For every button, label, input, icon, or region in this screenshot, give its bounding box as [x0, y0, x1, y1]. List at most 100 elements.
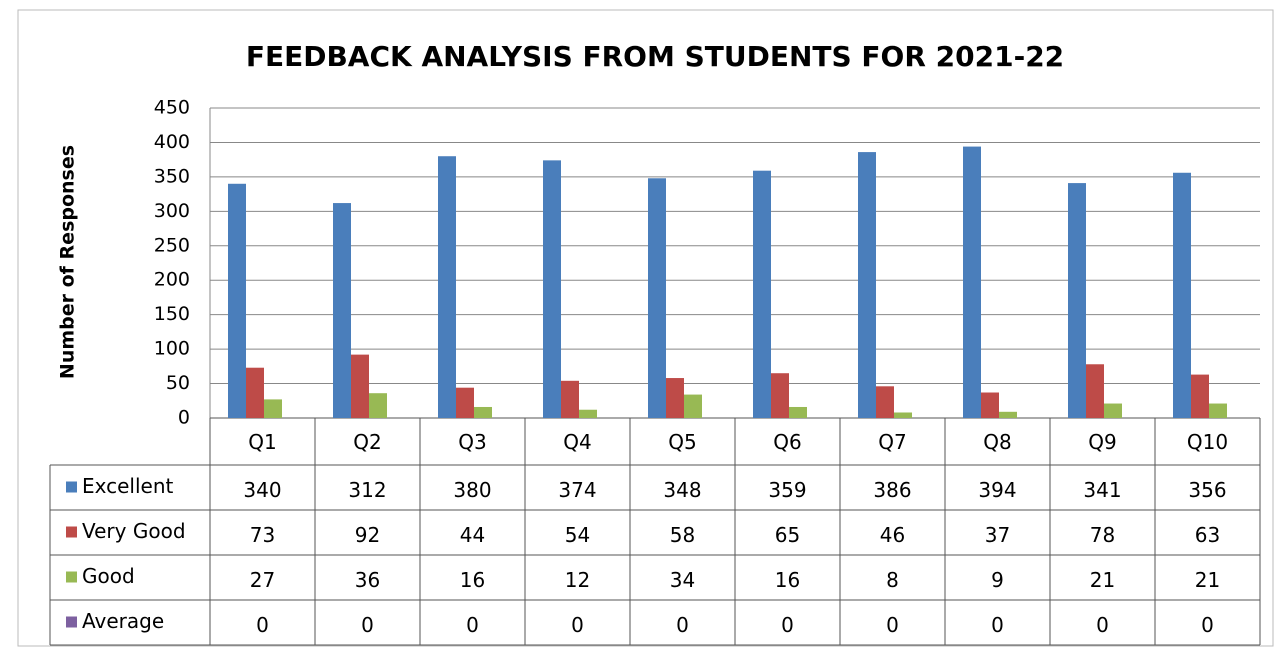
table-value: 16 [775, 568, 800, 592]
y-tick-label: 350 [154, 165, 190, 187]
bar [981, 392, 999, 418]
y-tick-label: 150 [154, 303, 190, 325]
table-value: 63 [1195, 523, 1220, 547]
table-value: 0 [1096, 613, 1109, 637]
table-value: 0 [886, 613, 899, 637]
table-value: 0 [256, 613, 269, 637]
table-value: 16 [460, 568, 485, 592]
bar [789, 406, 807, 418]
bar [369, 393, 387, 418]
legend-swatch [66, 481, 77, 493]
legend-label: Average [82, 609, 164, 633]
bar [543, 160, 561, 418]
y-axis-label: Number of Responses [57, 145, 79, 379]
x-tick-label: Q6 [773, 430, 801, 454]
x-tick-label: Q2 [353, 430, 381, 454]
x-tick-label: Q5 [668, 430, 696, 454]
x-tick-label: Q10 [1187, 430, 1228, 454]
table-value: 312 [348, 478, 386, 502]
bar [666, 378, 684, 418]
table-value: 359 [768, 478, 806, 502]
bar [228, 183, 246, 418]
bar [474, 406, 492, 418]
bar [648, 178, 666, 418]
table-value: 92 [355, 523, 380, 547]
bar [579, 409, 597, 418]
bar [753, 170, 771, 418]
table-value: 8 [886, 568, 899, 592]
bar [1086, 364, 1104, 418]
table-value: 374 [558, 478, 596, 502]
table-value: 36 [355, 568, 380, 592]
table-value: 78 [1090, 523, 1115, 547]
chart-border [17, 9, 1274, 647]
bar [858, 152, 876, 419]
table-value: 54 [565, 523, 590, 547]
legend-label: Excellent [82, 474, 174, 498]
table-value: 356 [1188, 478, 1226, 502]
table-value: 12 [565, 568, 590, 592]
table-value: 0 [1201, 613, 1214, 637]
bar [876, 386, 894, 418]
table-value: 380 [453, 478, 491, 502]
table-value: 21 [1090, 568, 1115, 592]
bar [438, 156, 456, 418]
x-tick-label: Q1 [248, 430, 276, 454]
table-value: 340 [243, 478, 281, 502]
bar [1209, 403, 1227, 418]
y-tick-label: 450 [154, 97, 190, 119]
table-value: 44 [460, 523, 485, 547]
table-value: 348 [663, 478, 701, 502]
x-tick-label: Q7 [878, 430, 906, 454]
bar [264, 399, 282, 418]
bar [561, 380, 579, 418]
x-tick-label: Q9 [1088, 430, 1116, 454]
table-value: 21 [1195, 568, 1220, 592]
table-value: 73 [250, 523, 275, 547]
x-tick-label: Q4 [563, 430, 591, 454]
bar [963, 146, 981, 419]
table-value: 34 [670, 568, 695, 592]
chart-title: FEEDBACK ANALYSIS FROM STUDENTS FOR 2021… [246, 40, 1064, 73]
legend-label: Good [82, 564, 135, 588]
table-value: 0 [466, 613, 479, 637]
table-value: 386 [873, 478, 911, 502]
table-value: 37 [985, 523, 1010, 547]
y-tick-label: 250 [154, 234, 190, 256]
bar [684, 394, 702, 418]
bar [333, 203, 351, 418]
x-tick-label: Q3 [458, 430, 486, 454]
legend-swatch [66, 571, 77, 583]
table-value: 9 [991, 568, 1004, 592]
bar [351, 354, 369, 418]
table-value: 341 [1083, 478, 1121, 502]
table-value: 0 [676, 613, 689, 637]
table-value: 58 [670, 523, 695, 547]
table-value: 0 [361, 613, 374, 637]
y-tick-label: 0 [178, 407, 190, 429]
table-value: 0 [991, 613, 1004, 637]
y-tick-label: 400 [154, 131, 190, 153]
legend-label: Very Good [82, 519, 186, 543]
table-value: 27 [250, 568, 275, 592]
table-value: 0 [571, 613, 584, 637]
x-tick-label: Q8 [983, 430, 1011, 454]
y-tick-label: 300 [154, 200, 190, 222]
table-value: 46 [880, 523, 905, 547]
bar [456, 387, 474, 418]
bar [1068, 183, 1086, 418]
legend-swatch [66, 526, 77, 538]
y-tick-label: 100 [154, 338, 190, 360]
bar [246, 367, 264, 418]
table-value: 394 [978, 478, 1016, 502]
y-tick-label: 200 [154, 269, 190, 291]
bar [999, 411, 1017, 418]
bar [1191, 374, 1209, 418]
table-value: 65 [775, 523, 800, 547]
legend-swatch [66, 616, 77, 628]
bar [1173, 172, 1191, 418]
bar [894, 412, 912, 418]
bar [1104, 403, 1122, 418]
bar [771, 373, 789, 418]
